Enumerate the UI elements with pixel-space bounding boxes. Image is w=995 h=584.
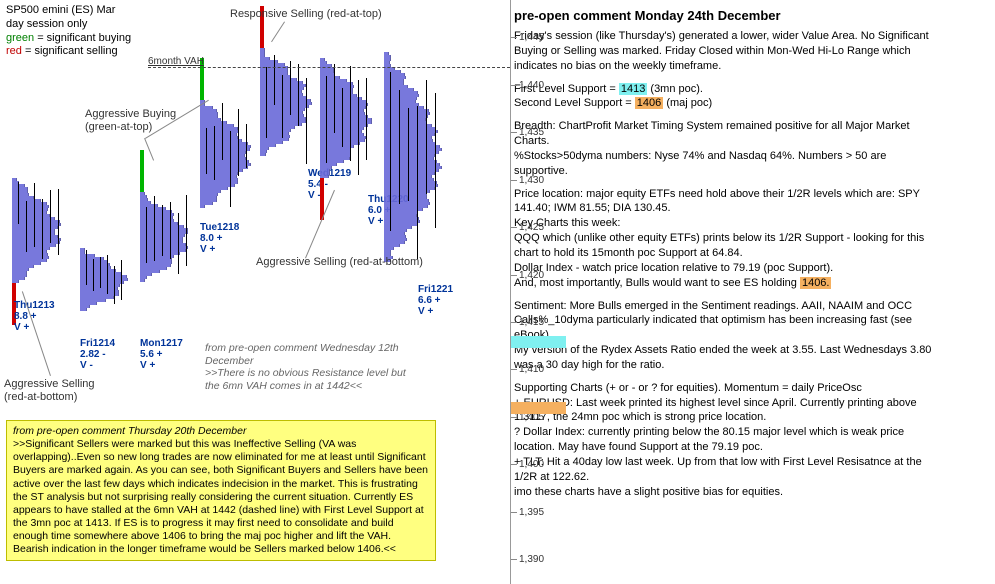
chart-panel: Thu12138.8 +V +Fri12142.82 -V -Mon12175.… bbox=[0, 0, 510, 584]
day-label-mon1217: Mon12175.6 +V + bbox=[140, 338, 183, 371]
anno-responsive-selling: Responsive Selling (red-at-top) bbox=[230, 8, 382, 21]
day-fri1221 bbox=[384, 52, 440, 262]
day-label-tue1218: Tue12188.0 +V + bbox=[200, 222, 239, 255]
axis-tick: 1,415 bbox=[511, 317, 544, 328]
yellow-body: >>Significant Sellers were marked but th… bbox=[13, 438, 428, 555]
anno-aggressive-selling: Aggressive Selling (red-at-bottom) bbox=[256, 256, 423, 269]
poc-marker bbox=[511, 402, 566, 414]
header-line2: day session only bbox=[6, 18, 131, 32]
day-tue1218 bbox=[200, 100, 250, 210]
green-spike bbox=[140, 150, 144, 192]
axis-tick: 1,390 bbox=[511, 554, 544, 565]
para-1: Friday's session (like Thursday's) gener… bbox=[514, 29, 934, 74]
day-mon1217 bbox=[140, 192, 188, 284]
commentary-title: pre-open comment Monday 24th December bbox=[514, 8, 934, 23]
axis-tick: 1,395 bbox=[511, 507, 544, 518]
vah-dashed-line bbox=[148, 67, 510, 68]
anno-aggressive-selling-left: Aggressive Selling (red-at-bottom) bbox=[4, 378, 95, 403]
commentary-panel: pre-open comment Monday 24th December Fr… bbox=[510, 0, 946, 584]
red-word: red bbox=[6, 45, 22, 57]
chart-header: SP500 emini (ES) Mar day session only gr… bbox=[6, 4, 131, 59]
para-sentiment: Sentiment: More Bulls emerged in the Sen… bbox=[514, 299, 934, 373]
day-wed1219 bbox=[260, 48, 310, 156]
axis-tick: 1,435 bbox=[511, 127, 544, 138]
arrow-line bbox=[271, 21, 285, 42]
day-thu1213 bbox=[12, 178, 60, 283]
day-label-fri1221: Fri12216.6 +V + bbox=[418, 284, 453, 317]
anno-aggressive-buying: Aggressive Buying (green-at-top) bbox=[85, 108, 176, 133]
axis-tick: 1,420 bbox=[511, 270, 544, 281]
day-thu1220 bbox=[320, 58, 370, 178]
header-green-line: green = significant buying bbox=[6, 32, 131, 46]
quote-wed-body: >>There is no obvious Resistance level b… bbox=[205, 367, 406, 392]
para-support: First Level Support = 1413 (3mn poc). Se… bbox=[514, 82, 934, 112]
quote-wed-intro: from pre-open comment Wednesday 12th Dec… bbox=[205, 342, 399, 367]
quote-wed: from pre-open comment Wednesday 12th Dec… bbox=[205, 342, 415, 392]
day-fri1214 bbox=[80, 248, 126, 312]
green-word: green bbox=[6, 32, 34, 44]
para-breadth: Breadth: ChartProfit Market Timing Syste… bbox=[514, 119, 934, 178]
header-red-line: red = significant selling bbox=[6, 45, 131, 59]
axis-tick: 1,445 bbox=[511, 32, 544, 43]
axis-tick: 1,440 bbox=[511, 80, 544, 91]
axis-tick: 1,425 bbox=[511, 222, 544, 233]
axis-tick: 1,400 bbox=[511, 459, 544, 470]
yellow-intro: from pre-open comment Thursday 20th Dece… bbox=[13, 425, 246, 437]
axis-tick: 1,430 bbox=[511, 175, 544, 186]
yellow-commentary-box: from pre-open comment Thursday 20th Dece… bbox=[6, 420, 436, 561]
first-support: 1413 bbox=[619, 83, 647, 95]
poc-marker bbox=[511, 336, 566, 348]
second-support: 1406 bbox=[635, 97, 663, 109]
header-line1: SP500 emini (ES) Mar bbox=[6, 4, 131, 18]
para-price-location: Price location: major equity ETFs need h… bbox=[514, 187, 934, 291]
vah-label: 6month VAH bbox=[148, 56, 204, 67]
arrow-line bbox=[144, 138, 154, 160]
price-axis: 1,445 1,440 1,435 1,430 1,425 1,420 1,415 1,410… bbox=[510, 0, 566, 584]
axis-tick: 1,410 bbox=[511, 364, 544, 375]
day-label-fri1214: Fri12142.82 -V - bbox=[80, 338, 115, 371]
es-hold: 1406. bbox=[800, 277, 832, 289]
para-supporting: Supporting Charts (+ or - or ? for equit… bbox=[514, 381, 934, 500]
